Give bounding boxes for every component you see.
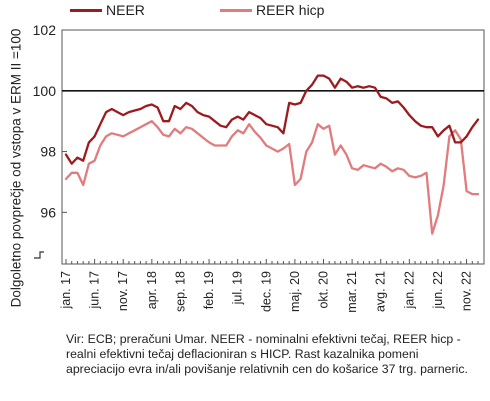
legend-label-neer: NEER <box>106 2 145 18</box>
y-tick-label-102: 102 <box>33 22 57 38</box>
series-line-neer <box>64 74 480 165</box>
legend-swatch-neer <box>70 8 102 12</box>
y-tick-label-100: 100 <box>33 83 57 99</box>
y-tick-label-98: 98 <box>40 144 56 160</box>
line-chart: 96 98 100 102 jan. 17 jun. 17 nov. 17 apr. 18 se… <box>33 22 485 313</box>
x-tick-label: nov. 17 <box>116 271 130 311</box>
series-line-reer-hicp <box>64 120 480 235</box>
x-tick-label: dec. 19 <box>259 271 273 312</box>
x-tick-label: apr. 18 <box>145 271 159 309</box>
legend-item-neer: NEER <box>70 2 145 18</box>
x-tick-label: jun. 22 <box>431 271 445 310</box>
x-tick-label: jan. 22 <box>402 271 416 310</box>
x-tick-label: jun. 17 <box>88 271 102 310</box>
x-tick-label: avg. 21 <box>374 271 388 312</box>
x-tick-label: mar. 21 <box>345 271 359 313</box>
legend-label-reer-hicp: REER hicp <box>256 2 325 18</box>
x-tick-label: feb. 19 <box>202 271 216 309</box>
source-note: Vir: ECB; preračuni Umar. NEER - nominal… <box>66 332 468 377</box>
legend-swatch-reer-hicp <box>220 8 252 12</box>
x-tick-label: maj. 20 <box>288 271 302 312</box>
x-tick-label: okt. 20 <box>317 271 331 309</box>
legend-item-reer-hicp: REER hicp <box>220 2 324 18</box>
plot-frame <box>61 29 485 265</box>
x-tick-label: nov. 22 <box>460 271 474 311</box>
axis-break-icon <box>34 251 44 259</box>
x-tick-label: jan. 17 <box>59 271 73 310</box>
x-tick-label: sep. 18 <box>173 271 187 312</box>
y-tick-label-96: 96 <box>40 204 56 220</box>
x-tick-label: jul. 19 <box>231 271 245 305</box>
